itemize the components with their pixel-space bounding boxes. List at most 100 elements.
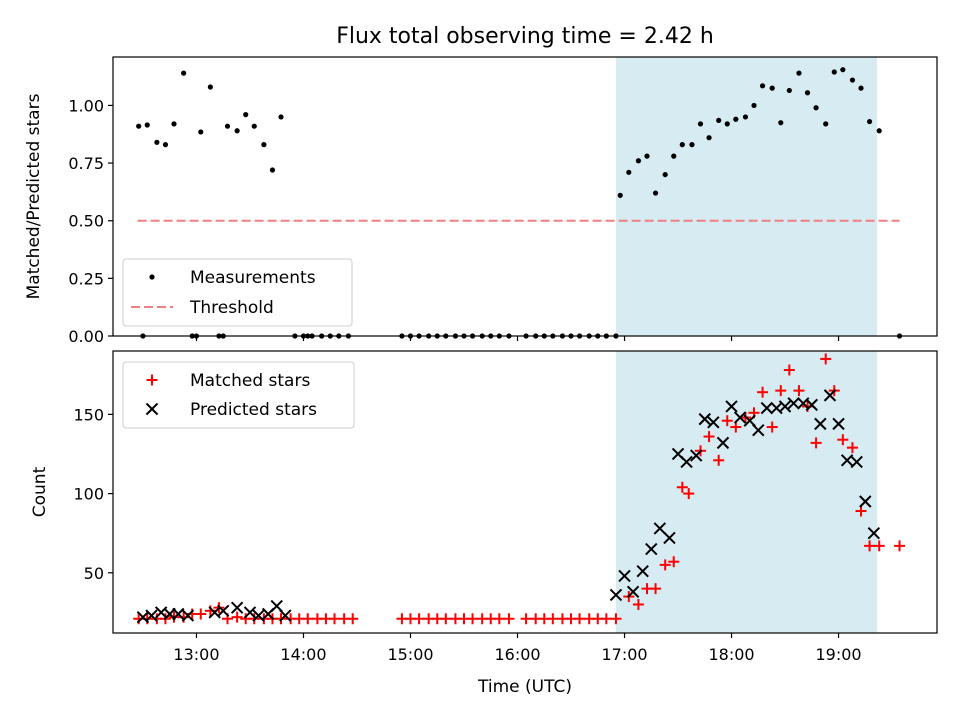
top-y-tick-label: 0.00	[68, 327, 104, 346]
measurement-point	[804, 90, 811, 96]
measurement-point	[652, 190, 659, 196]
matched-star-point	[683, 488, 695, 500]
matched-star-point	[730, 421, 742, 433]
measurement-point	[876, 128, 882, 134]
matched-star-point	[467, 613, 479, 625]
predicted-star-point	[653, 522, 667, 535]
matched-star-point	[864, 540, 876, 552]
measurement-point	[278, 114, 284, 120]
measurement-point	[198, 129, 204, 135]
measurement-point	[136, 123, 142, 129]
legend-predicted-marker	[145, 402, 159, 416]
top-axes-frame	[112, 56, 938, 337]
predicted-star-point	[752, 424, 765, 437]
measurement-point	[635, 158, 642, 164]
measurement-point	[181, 70, 187, 76]
predicted-star-point	[230, 601, 244, 614]
predicted-star-point	[707, 416, 720, 429]
measurement-point	[224, 123, 231, 129]
measurement-point	[144, 122, 150, 128]
bottom-axes-frame	[112, 350, 938, 634]
predicted-star-point	[867, 526, 881, 540]
predicted-star-point	[663, 531, 676, 545]
x-tick-label: 16:00	[494, 645, 540, 664]
bottom-legend: Matched stars Predicted stars	[122, 361, 355, 429]
top-legend: Measurements Threshold	[122, 258, 353, 327]
matched-star-point	[703, 431, 715, 443]
predicted-star-point	[823, 389, 837, 402]
predicted-star-point	[733, 411, 747, 424]
top-observing-span	[615, 57, 878, 336]
matched-star-point	[195, 608, 207, 620]
predicted-star-point	[778, 400, 792, 413]
predicted-star-point	[636, 565, 649, 578]
predicted-star-point	[618, 569, 631, 583]
predicted-star-point	[859, 495, 872, 508]
measurement-point	[778, 120, 784, 126]
predicted-star-point	[832, 417, 845, 431]
measurement-point	[269, 167, 276, 173]
predicted-star-point	[145, 609, 158, 622]
matched-star-point	[650, 583, 662, 595]
matched-star-point	[347, 613, 359, 625]
predicted-star-point	[645, 542, 658, 556]
bottom-legend-box	[122, 361, 355, 429]
predicted-star-point	[172, 607, 185, 621]
legend-matched-marker	[146, 374, 158, 386]
matched-star-point	[855, 505, 867, 517]
predicted-star-point	[787, 397, 800, 410]
predicted-star-point	[279, 609, 292, 622]
predicted-star-point	[805, 398, 819, 412]
measurement-point	[261, 142, 267, 148]
matched-star-point	[757, 386, 769, 398]
matched-star-point	[659, 559, 671, 571]
measurement-point	[866, 118, 873, 125]
measurement-point	[759, 83, 766, 89]
matched-star-point	[783, 364, 795, 376]
matched-star-point	[894, 540, 906, 552]
matched-star-point	[820, 353, 832, 365]
measurement-point	[154, 139, 160, 145]
count-points	[133, 353, 906, 625]
top-legend-box	[122, 258, 353, 327]
top-y-tick-label: 1.00	[68, 96, 104, 115]
measurement-point	[751, 102, 757, 109]
matched-star-point	[846, 442, 858, 454]
bottom-y-axis-label: Count	[30, 466, 50, 517]
matched-star-point	[574, 613, 586, 625]
measurement-point	[662, 171, 668, 178]
x-tick-label: 14:00	[280, 645, 326, 664]
measurement-points	[136, 67, 903, 339]
legend-threshold-label: Threshold	[189, 298, 274, 318]
measurement-point	[162, 142, 169, 148]
x-tick-label: 13:00	[173, 645, 219, 664]
measurement-point	[251, 123, 257, 129]
predicted-star-point	[814, 417, 827, 431]
measurement-point	[207, 84, 213, 90]
measurement-point	[689, 142, 695, 148]
measurement-point	[671, 153, 677, 159]
predicted-star-point	[217, 604, 230, 618]
predicted-star-point	[760, 401, 774, 415]
predicted-star-point	[716, 436, 730, 450]
predicted-star-point	[243, 606, 257, 619]
predicted-star-point	[680, 455, 693, 469]
predicted-star-point	[725, 400, 738, 413]
measurement-point	[234, 128, 240, 134]
matched-star-point	[793, 385, 805, 397]
measurement-point	[171, 121, 177, 127]
matched-star-point	[520, 613, 532, 625]
x-tick-label: 17:00	[601, 645, 647, 664]
matched-star-point	[668, 556, 680, 568]
top-y-axis-label: Matched/Predicted stars	[24, 93, 44, 299]
measurement-point	[679, 142, 685, 148]
bottom-axis-ticks: 50 100 150 13:00 14:00 15:00 16:00 17:00 18:00 19…	[73, 405, 861, 664]
ratio-panel: 0.00 0.25 0.50 0.75 1.00 Matched/Predicted s…	[24, 56, 938, 346]
count-panel: 50 100 150 13:00 14:00 15:00 16:00 17:00 18:00 19…	[30, 350, 938, 697]
measurement-point	[644, 153, 650, 159]
matched-star-point	[493, 613, 505, 625]
matched-star-point	[440, 613, 452, 625]
matched-star-point	[676, 481, 688, 493]
measurement-point	[796, 70, 802, 76]
